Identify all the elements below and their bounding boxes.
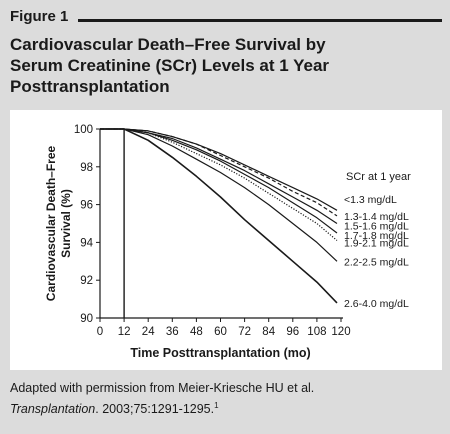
title-line-1: Cardiovascular Death–Free Survival by (10, 35, 326, 54)
x-tick-label: 84 (262, 326, 275, 338)
y-tick-label: 100 (74, 124, 93, 136)
y-tick-label: 98 (80, 162, 93, 174)
figure-header: Figure 1 (10, 8, 442, 30)
series-line-3 (100, 128, 338, 225)
y-tick-label: 92 (80, 275, 93, 287)
survival-chart: 90 92 94 96 98 100 0 12 24 36 48 60 72 84 96 108 120 Time… (44, 124, 411, 360)
caption-line-2: Transplantation. 2003;75:1291-1295.1 (10, 397, 440, 418)
caption-journal: Transplantation (10, 402, 96, 417)
x-tick-label: 72 (238, 326, 251, 338)
x-tick-label: 24 (142, 326, 155, 338)
series-line-5 (100, 128, 338, 241)
title-line-3: Posttransplantation (10, 77, 170, 96)
chart-panel: 90 92 94 96 98 100 0 12 24 36 48 60 72 84 96 108 120 Time… (10, 110, 442, 370)
series-label-7: 2.6-4.0 mg/dL (344, 298, 409, 310)
x-tick-label: 0 (97, 326, 103, 338)
series-label-2: 1.3-1.4 mg/dL (344, 211, 409, 223)
series-line-4 (100, 128, 338, 234)
x-tick-label: 96 (286, 326, 299, 338)
x-tick-label: 120 (331, 326, 350, 338)
figure-label: Figure 1 (10, 8, 69, 25)
caption-ref: 1 (214, 401, 219, 410)
legend-title: SCr at 1 year (346, 171, 411, 183)
series-line-2 (100, 128, 338, 217)
series-label-4: 1.7-1.8 mg/dL (344, 230, 409, 242)
series-line-7 (100, 128, 338, 304)
series-label-5: 1.9-2.1 mg/dL (344, 237, 409, 249)
x-axis-label: Time Posttransplantation (mo) (130, 346, 310, 360)
series-line-6 (100, 128, 338, 262)
title-line-2: Serum Creatinine (SCr) Levels at 1 Year (10, 56, 330, 75)
y-tick-label: 90 (80, 313, 93, 325)
series-label-3: 1.5-1.6 mg/dL (344, 220, 409, 232)
x-tick-label: 48 (190, 326, 203, 338)
series-label-6: 2.2-2.5 mg/dL (344, 256, 409, 268)
figure-caption: Adapted with permission from Meier-Kries… (10, 380, 440, 418)
caption-citation: . 2003;75:1291-1295. (95, 402, 215, 417)
y-tick-label: 96 (80, 200, 93, 212)
y-axis-label-line-1: Cardiovascular Death–Free (44, 145, 58, 301)
x-tick-label: 12 (118, 326, 131, 338)
x-tick-label: 60 (214, 326, 227, 338)
figure-title: Cardiovascular Death–Free Survival by Se… (10, 34, 430, 97)
series-label-1: <1.3 mg/dL (344, 194, 397, 206)
y-axis-label-line-2: Survival (%) (59, 189, 73, 258)
y-tick-label: 94 (80, 237, 93, 249)
caption-line-1: Adapted with permission from Meier-Kries… (10, 381, 315, 395)
x-tick-label: 36 (166, 326, 179, 338)
x-tick-label: 108 (307, 326, 326, 338)
series-line-1 (100, 128, 338, 211)
header-rule (78, 19, 442, 22)
